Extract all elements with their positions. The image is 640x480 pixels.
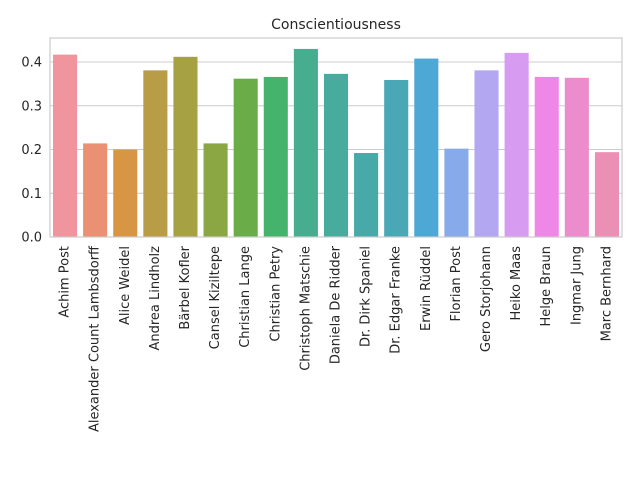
bar: [233, 78, 258, 237]
bar: [564, 77, 589, 237]
bar: [113, 149, 138, 237]
x-tick-label: Bärbel Kofler: [178, 245, 193, 329]
bar: [53, 54, 78, 237]
bar: [354, 153, 379, 237]
x-tick-label: Achim Post: [58, 246, 73, 318]
y-tick-label: 0.0: [21, 231, 42, 246]
bar: [323, 73, 349, 237]
bar: [384, 79, 409, 237]
y-tick-label: 0.3: [21, 99, 42, 114]
x-tick-label: Daniela De Ridder: [329, 245, 344, 364]
bar: [83, 143, 108, 237]
bar: [474, 70, 499, 237]
x-tick-label: Dr. Dirk Spaniel: [359, 246, 374, 347]
x-axis-ticks: Achim Post Alexander Count Lambsdorff Alic…: [58, 245, 615, 432]
bars: [53, 48, 619, 237]
x-tick-label: Christian Lange: [238, 246, 253, 348]
x-tick-label: Andrea Lindholz: [148, 246, 163, 351]
y-tick-label: 0.4: [21, 56, 42, 71]
x-tick-label: Alice Weidel: [118, 246, 133, 325]
x-tick-label: Ingmar Jung: [569, 246, 584, 325]
bar: [173, 56, 198, 237]
y-tick-label: 0.1: [21, 187, 42, 202]
bar: [414, 58, 439, 237]
x-tick-label: Alexander Count Lambsdorff: [88, 245, 103, 432]
x-tick-label: Helge Braun: [539, 246, 554, 326]
bar: [203, 143, 228, 237]
x-tick-label: Florian Post: [449, 246, 464, 322]
x-tick-label: Erwin Rüddel: [419, 246, 434, 331]
x-tick-label: Dr. Edgar Franke: [389, 246, 404, 354]
x-tick-label: Heiko Maas: [509, 246, 524, 321]
x-tick-label: Marc Bernhard: [599, 246, 614, 341]
x-tick-label: Christian Petry: [268, 246, 283, 342]
x-tick-label: Gero Storjohann: [479, 246, 494, 352]
axes-frame: [49, 37, 623, 238]
bar: [263, 76, 288, 237]
bar: [444, 148, 469, 237]
y-tick-label: 0.2: [21, 143, 42, 158]
bar: [594, 152, 619, 237]
bar: [504, 52, 529, 237]
chart-title: Conscientiousness: [271, 17, 401, 33]
x-tick-label: Christoph Matschie: [298, 246, 313, 371]
bar: [143, 70, 168, 237]
bar: [293, 48, 318, 237]
x-tick-label: Cansel Kiziltepe: [208, 246, 223, 349]
bar: [534, 76, 559, 237]
y-axis-ticks: 0.0 0.1 0.2 0.3 0.4: [21, 56, 42, 246]
